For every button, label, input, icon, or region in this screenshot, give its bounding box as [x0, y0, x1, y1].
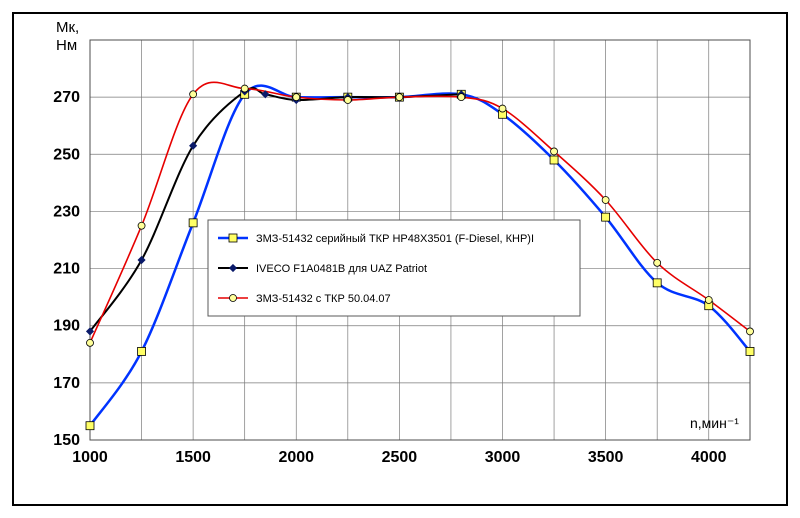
x-tick-label: 3500	[588, 449, 624, 466]
y-tick-label: 250	[53, 146, 80, 163]
y-axis-label: Нм	[56, 37, 77, 54]
y-tick-label: 210	[53, 261, 80, 278]
x-tick-label: 1000	[72, 449, 108, 466]
y-tick-label: 270	[53, 89, 80, 106]
chart-container: 1000 1500 2000 2500 3000 3500 4000 150 170 190 210…	[0, 0, 800, 518]
y-tick-label: 170	[53, 375, 80, 392]
legend-label: IVECO F1A0481В для UAZ Patriot	[256, 263, 427, 275]
x-tick-label: 4000	[691, 449, 727, 466]
x-tick-label: 3000	[485, 449, 521, 466]
y-axis-label: Мк,	[56, 19, 79, 36]
y-tick-label: 190	[53, 318, 80, 335]
legend-label: ЗМЗ-51432 с ТКР 50.04.07	[256, 293, 391, 305]
y-tick-label: 150	[53, 432, 80, 449]
x-tick-label: 1500	[175, 449, 211, 466]
x-axis-label: n,мин⁻¹	[690, 415, 739, 431]
y-tick-label: 230	[53, 203, 80, 220]
legend: ЗМЗ-51432 серийный ТКР HP48X3501 (F-Dies…	[208, 220, 580, 316]
torque-curve-chart: 1000 1500 2000 2500 3000 3500 4000 150 170 190 210…	[0, 0, 800, 518]
x-tick-label: 2500	[382, 449, 418, 466]
x-tick-label: 2000	[278, 449, 314, 466]
legend-label: ЗМЗ-51432 серийный ТКР HP48X3501 (F-Dies…	[256, 233, 534, 245]
